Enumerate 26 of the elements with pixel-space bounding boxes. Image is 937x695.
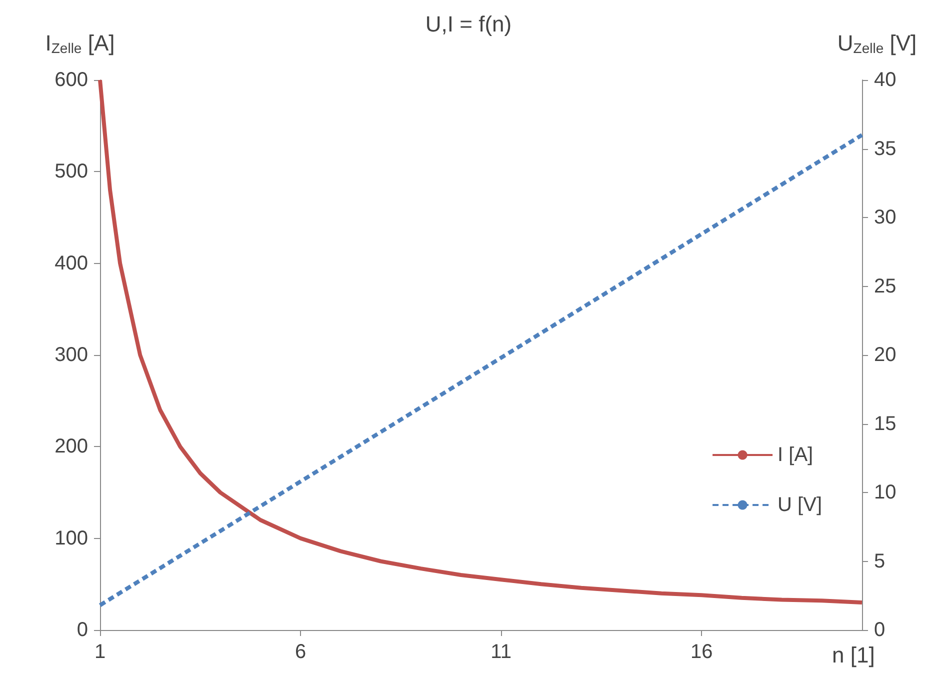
y-tick-label: 100 bbox=[54, 527, 88, 550]
y-tick-label: 600 bbox=[54, 69, 88, 91]
x-tick-label: 1 bbox=[94, 641, 106, 663]
legend-label: U [V] bbox=[778, 494, 822, 516]
y2-tick-label: 25 bbox=[874, 275, 896, 298]
y-tick-label: 500 bbox=[54, 160, 88, 183]
x-tick-label: 16 bbox=[690, 641, 713, 663]
y2-axis-title: UZelle [V] bbox=[837, 30, 917, 56]
y2-tick-label: 35 bbox=[874, 138, 896, 160]
y-tick-label: 400 bbox=[54, 252, 88, 274]
x-tick-label: 11 bbox=[490, 641, 512, 663]
y2-tick-label: 20 bbox=[874, 344, 896, 366]
y2-tick-label: 10 bbox=[874, 482, 896, 504]
legend-label: I [A] bbox=[778, 444, 814, 466]
y-tick-label: 0 bbox=[76, 619, 88, 641]
y2-tick-label: 40 bbox=[874, 69, 896, 91]
y2-tick-label: 30 bbox=[874, 206, 896, 228]
chart-title: U,I = f(n) bbox=[425, 12, 512, 36]
y2-tick-label: 5 bbox=[874, 550, 886, 572]
y-tick-label: 200 bbox=[54, 436, 88, 458]
y-axis-title: IZelle [A] bbox=[45, 30, 115, 56]
x-tick-label: 6 bbox=[294, 641, 306, 663]
y2-tick-label: 15 bbox=[874, 412, 896, 435]
y-tick-label: 300 bbox=[54, 344, 88, 366]
y2-tick-label: 0 bbox=[874, 619, 886, 641]
x-axis-title: n [1] bbox=[832, 642, 875, 668]
